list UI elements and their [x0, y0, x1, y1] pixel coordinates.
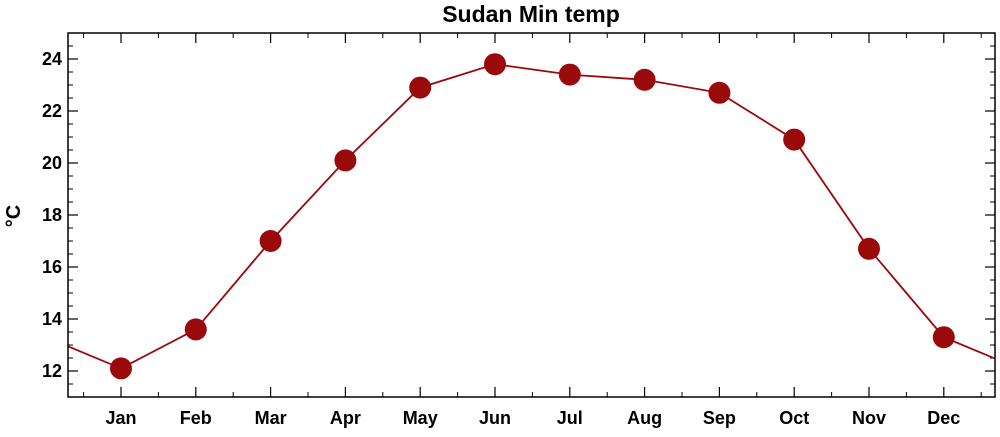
- x-tick-label: Feb: [180, 408, 212, 428]
- x-tick-label: Nov: [852, 408, 886, 428]
- data-point-aug: [633, 68, 656, 91]
- x-tick-label: Dec: [927, 408, 960, 428]
- data-point-jun: [484, 53, 506, 76]
- x-tick-label: Jan: [105, 408, 136, 428]
- data-point-mar: [259, 230, 282, 252]
- data-point-apr: [334, 149, 357, 172]
- data-point-dec: [932, 326, 955, 349]
- x-tick-label: May: [403, 408, 438, 428]
- data-point-nov: [858, 237, 880, 260]
- x-tick-label: Jun: [479, 408, 511, 428]
- x-tick-label: Apr: [330, 408, 361, 428]
- y-axis-label: °C: [3, 205, 25, 227]
- data-point-sep: [708, 81, 731, 104]
- y-tick-label: 14: [42, 309, 62, 329]
- x-tick-label: Sep: [703, 408, 736, 428]
- y-tick-label: 12: [42, 361, 62, 381]
- plot-frame: [67, 32, 996, 398]
- series-line: [67, 63, 996, 370]
- y-tick-label: 22: [42, 101, 62, 121]
- data-point-oct: [783, 128, 806, 151]
- y-tick-label: 16: [42, 257, 62, 277]
- x-tick-label: Oct: [779, 408, 809, 428]
- y-tick-label: 24: [42, 49, 62, 69]
- x-tick-label: Jul: [557, 408, 583, 428]
- data-point-jan: [110, 357, 132, 380]
- x-tick-label: Aug: [627, 408, 662, 428]
- y-tick-label: 18: [42, 205, 62, 225]
- chart-title: Sudan Min temp: [442, 1, 620, 27]
- x-tick-label: Mar: [255, 408, 287, 428]
- line-layer: [67, 63, 996, 370]
- marker-layer: [110, 53, 955, 380]
- x-tick-labels: Jan Feb Mar Apr May Jun Jul Aug Sep Oct Nov Dec: [105, 408, 960, 428]
- data-point-jul: [558, 63, 581, 86]
- y-tick-labels: 12 14 16 18 20 22 24: [42, 49, 62, 381]
- data-point-feb: [184, 318, 207, 341]
- y-tick-label: 20: [42, 153, 62, 173]
- ticks-layer: [68, 33, 995, 397]
- data-point-may: [409, 76, 432, 99]
